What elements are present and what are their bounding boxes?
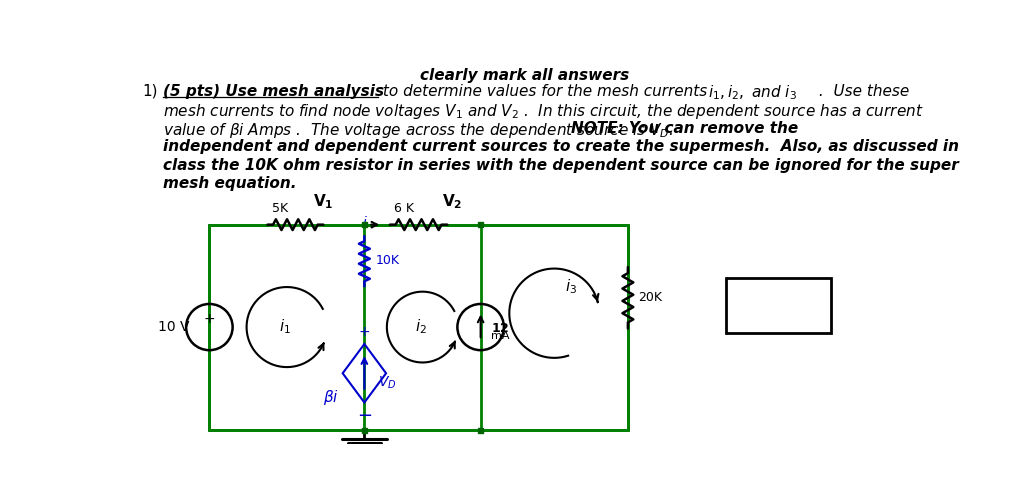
Text: mA: mA — [490, 331, 509, 341]
Bar — [209, 225, 628, 430]
Bar — [361, 222, 367, 228]
Text: .  Use these: . Use these — [814, 84, 909, 99]
Text: 5K: 5K — [271, 203, 288, 216]
Text: 1): 1) — [142, 84, 158, 99]
Text: i: i — [362, 216, 367, 230]
Text: $i_1,i_2,$ and $i_3$: $i_1,i_2,$ and $i_3$ — [708, 84, 797, 102]
Text: $\beta i$: $\beta i$ — [324, 388, 339, 407]
Text: $i_1$: $i_1$ — [279, 318, 291, 336]
Text: 10 V: 10 V — [159, 320, 190, 334]
Bar — [478, 428, 483, 433]
Text: mesh currents to find node voltages $V_1$ and $V_2$ .  In this circuit, the depe: mesh currents to find node voltages $V_1… — [163, 102, 924, 121]
Text: 20K: 20K — [638, 291, 662, 304]
Text: $\beta = 4$: $\beta = 4$ — [755, 294, 801, 316]
Text: (5 pts) Use mesh analysis: (5 pts) Use mesh analysis — [163, 84, 384, 99]
Text: $V_D$: $V_D$ — [378, 374, 396, 391]
Text: class the 10K ohm resistor in series with the dependent source can be ignored fo: class the 10K ohm resistor in series wit… — [163, 158, 958, 173]
Text: $\mathbf{V_2}$: $\mathbf{V_2}$ — [441, 192, 462, 211]
Text: 6 K: 6 K — [394, 203, 414, 216]
Text: $\mathbf{12}$: $\mathbf{12}$ — [490, 322, 509, 335]
Text: +: + — [204, 312, 215, 326]
Text: $\mathbf{V_1}$: $\mathbf{V_1}$ — [313, 192, 334, 211]
Text: $i_2$: $i_2$ — [415, 318, 427, 336]
Text: value of $\beta i$ Amps .  The voltage across the dependent source is $V_D$.: value of $\beta i$ Amps . The voltage ac… — [163, 121, 680, 140]
Text: clearly mark all answers: clearly mark all answers — [420, 68, 630, 83]
Text: −: − — [356, 407, 372, 425]
Text: +: + — [358, 325, 371, 339]
Bar — [361, 428, 367, 433]
Bar — [478, 222, 483, 228]
Text: 10K: 10K — [376, 254, 400, 267]
Text: $i_3$: $i_3$ — [565, 277, 578, 295]
Text: independent and dependent current sources to create the supermesh.  Also, as dis: independent and dependent current source… — [163, 139, 958, 154]
FancyBboxPatch shape — [726, 278, 830, 333]
Text: NOTE: You can remove the: NOTE: You can remove the — [571, 121, 799, 136]
Text: to determine values for the mesh currents: to determine values for the mesh current… — [378, 84, 713, 99]
Text: mesh equation.: mesh equation. — [163, 176, 296, 191]
